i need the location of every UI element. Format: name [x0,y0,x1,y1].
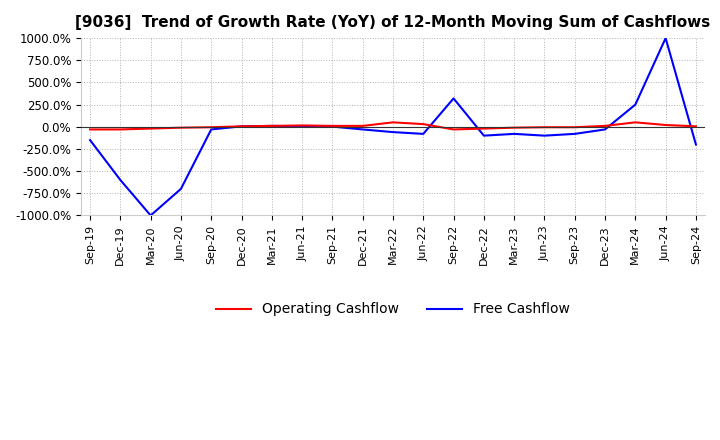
Free Cashflow [146,213,155,218]
Free Cashflow [359,127,367,132]
Operating Cashflow [449,127,458,132]
Free Cashflow [631,102,639,107]
Operating Cashflow [86,127,94,132]
Operating Cashflow [237,124,246,129]
Operating Cashflow [480,126,488,131]
Free Cashflow [237,124,246,129]
Free Cashflow [570,131,579,136]
Free Cashflow [661,36,670,41]
Free Cashflow [328,124,337,129]
Operating Cashflow [631,120,639,125]
Free Cashflow [480,133,488,138]
Line: Free Cashflow: Free Cashflow [90,38,696,216]
Operating Cashflow [146,126,155,131]
Operating Cashflow [359,123,367,128]
Free Cashflow [510,131,518,136]
Free Cashflow [298,124,307,129]
Free Cashflow [86,137,94,143]
Free Cashflow [116,177,125,183]
Free Cashflow [419,131,428,136]
Operating Cashflow [389,120,397,125]
Operating Cashflow [540,125,549,130]
Line: Operating Cashflow: Operating Cashflow [90,122,696,129]
Free Cashflow [268,123,276,128]
Operating Cashflow [510,125,518,130]
Operating Cashflow [207,125,215,130]
Free Cashflow [540,133,549,138]
Operating Cashflow [268,123,276,128]
Title: [9036]  Trend of Growth Rate (YoY) of 12-Month Moving Sum of Cashflows: [9036] Trend of Growth Rate (YoY) of 12-… [76,15,711,30]
Operating Cashflow [692,124,701,129]
Free Cashflow [449,96,458,101]
Free Cashflow [389,129,397,135]
Operating Cashflow [600,123,609,128]
Legend: Operating Cashflow, Free Cashflow: Operating Cashflow, Free Cashflow [211,297,575,322]
Operating Cashflow [661,122,670,128]
Operating Cashflow [116,127,125,132]
Free Cashflow [176,186,185,191]
Free Cashflow [207,127,215,132]
Free Cashflow [600,127,609,132]
Operating Cashflow [419,121,428,127]
Operating Cashflow [328,123,337,128]
Operating Cashflow [570,125,579,130]
Operating Cashflow [298,123,307,128]
Free Cashflow [692,142,701,147]
Operating Cashflow [176,125,185,130]
